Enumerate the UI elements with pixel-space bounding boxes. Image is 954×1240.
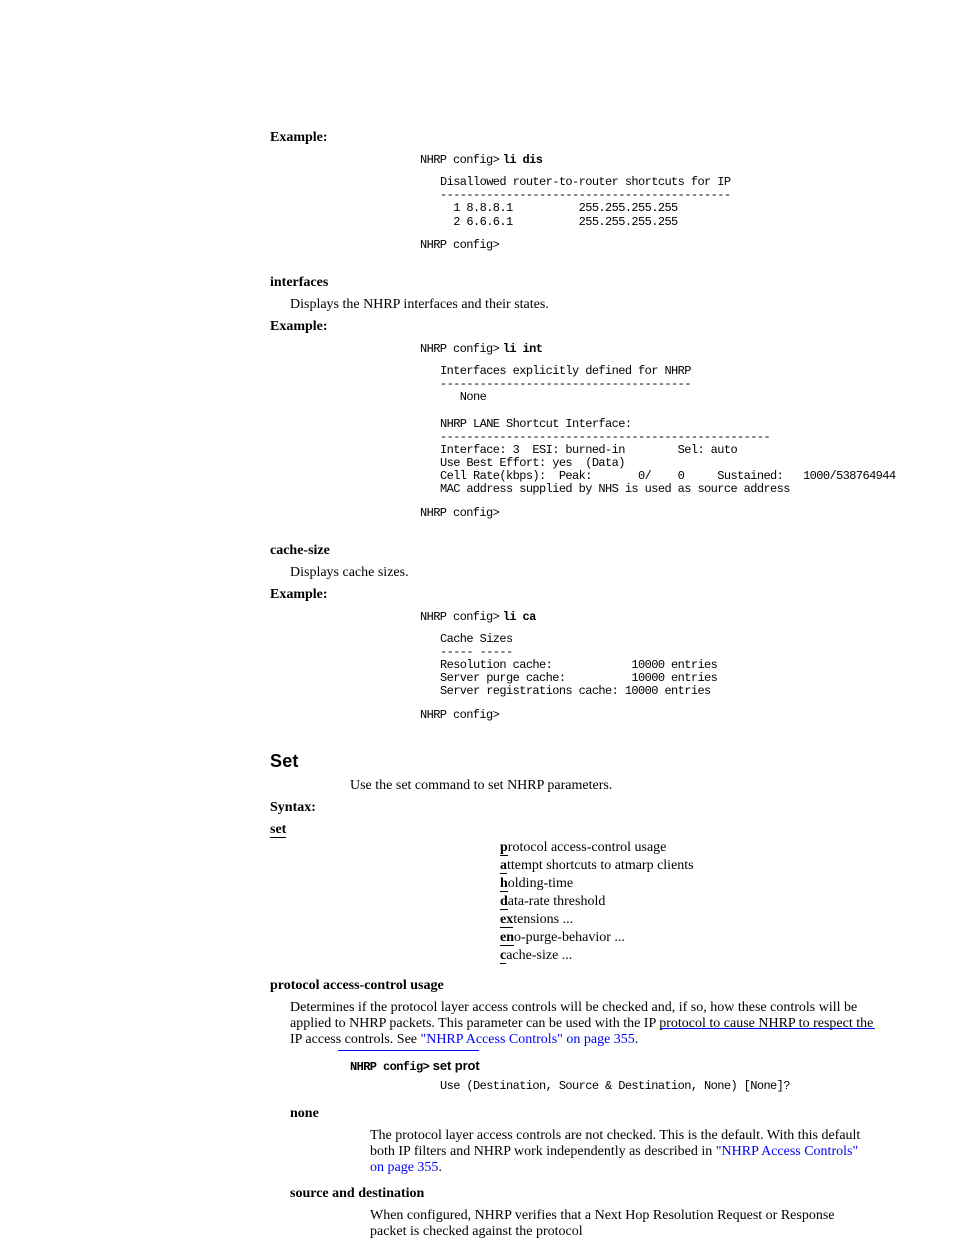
syntax-protocol: protocol access-control usage — [500, 840, 894, 856]
cache-size-title: cache-size — [270, 543, 894, 559]
cmd-li-ca: li ca — [503, 610, 536, 624]
prompt-text: NHRP config> — [420, 342, 499, 356]
syntax-cache: cache-size ... — [500, 948, 894, 964]
syntax-holding: holding-time — [500, 876, 894, 892]
interfaces-title: interfaces — [270, 275, 894, 291]
none-paragraph: The protocol layer access controls are n… — [370, 1128, 874, 1176]
prompt-text: NHRP config> — [420, 238, 499, 252]
output-li-dis: Disallowed router-to-router shortcuts fo… — [440, 176, 894, 229]
output-li-int: Interfaces explicitly defined for NHRP -… — [440, 365, 894, 497]
example-label: Example: — [270, 130, 328, 145]
cmd-set-prot: set prot — [433, 1058, 480, 1073]
set-prot-prompt: Use (Destination, Source & Destination, … — [440, 1079, 790, 1093]
cmd-li-int: li int — [503, 342, 543, 356]
pacu-paragraph: Determines if the protocol layer access … — [290, 1000, 874, 1048]
interfaces-desc: Displays the NHRP interfaces and their s… — [290, 297, 894, 313]
src-keyword: source and destination — [290, 1186, 894, 1202]
prompt-text: NHRP config> — [420, 153, 499, 167]
syntax-attempts: attempt shortcuts to atmarp clients — [500, 858, 894, 874]
set-keyword: set — [270, 822, 286, 838]
syntax-ext: extensions ... — [500, 912, 894, 928]
syntax-eno: eno-purge-behavior ... — [500, 930, 894, 946]
output-li-ca: Cache Sizes ----- ----- Resolution cache… — [440, 633, 894, 699]
prompt-text: NHRP config> — [420, 708, 499, 722]
set-heading: Set — [270, 751, 894, 772]
example-label: Example: — [270, 319, 328, 334]
cache-size-desc: Displays cache sizes. — [290, 565, 894, 581]
prompt-text: NHRP config> — [420, 506, 499, 520]
example-label: Example: — [270, 587, 328, 602]
none-keyword: none — [290, 1106, 894, 1122]
cmd-li-dis: li dis — [503, 153, 543, 167]
prompt-text: NHRP config> — [420, 610, 499, 624]
pacu-link[interactable]: "NHRP Access Controls" on page 355 — [421, 1032, 635, 1047]
pacu-title: protocol access-control usage — [270, 978, 894, 994]
syntax-label: Syntax: — [270, 800, 894, 816]
prompt-text: NHRP config> — [350, 1060, 429, 1074]
set-desc: Use the set command to set NHRP paramete… — [350, 778, 894, 794]
syntax-rate: data-rate threshold — [500, 894, 894, 910]
